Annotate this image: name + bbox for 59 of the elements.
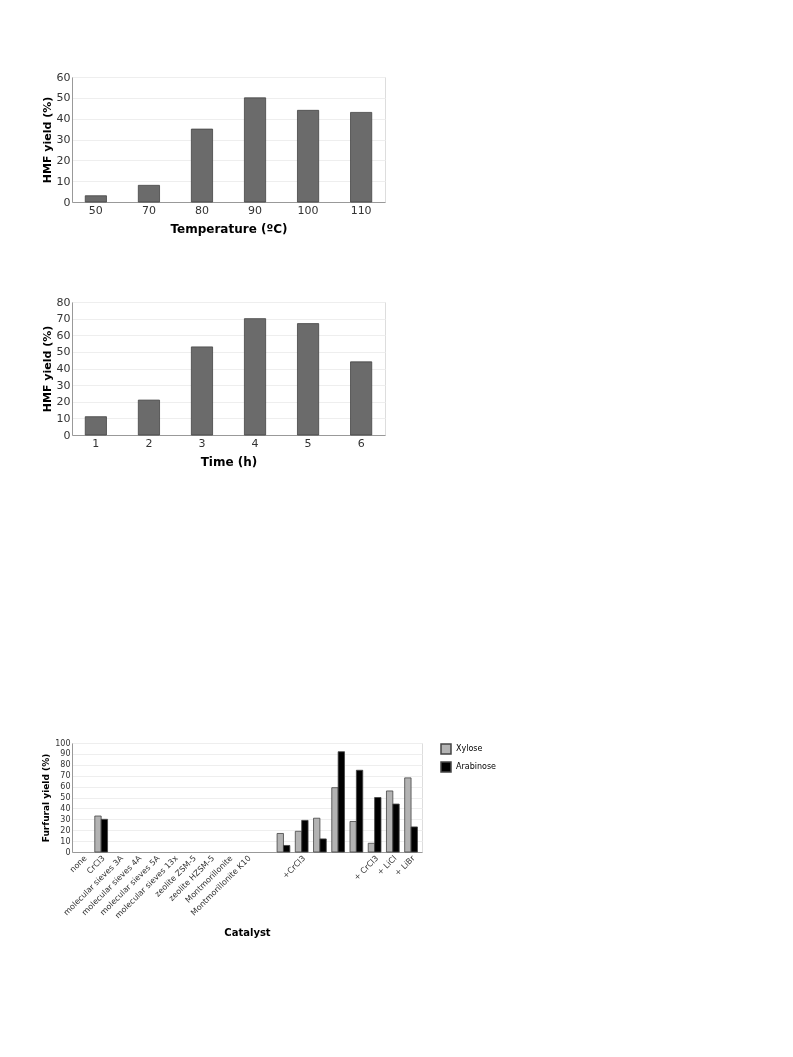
y-tick-label: 10	[56, 174, 71, 188]
y-tick-label: 30	[56, 133, 71, 146]
y-tick-label: 40	[56, 112, 71, 126]
y-tick-label: 10	[60, 836, 71, 846]
bar	[244, 97, 267, 203]
y-tick-label: 90	[60, 749, 71, 759]
y-tick-label: 10	[56, 411, 71, 425]
y-tick-label: 50	[56, 91, 71, 105]
bar	[350, 361, 373, 436]
y-tick-label: 60	[56, 70, 71, 84]
x-axis-title: Temperature (ºC)	[170, 221, 288, 236]
x-tick-label: 100	[297, 203, 319, 217]
y-tick-label: 40	[60, 803, 71, 813]
x-tick-label: 3	[198, 436, 206, 450]
y-tick-label: 60	[56, 328, 71, 342]
x-tick-label: 5	[304, 436, 312, 450]
bar	[297, 323, 320, 436]
y-tick-label: 70	[60, 771, 71, 781]
y-axis-title: HMF yield (%)	[40, 96, 54, 184]
y-axis-title: HMF yield (%)	[40, 325, 54, 413]
bar	[244, 318, 267, 436]
x-tick-label: 80	[194, 203, 209, 217]
legend-label: Xylose	[456, 744, 483, 753]
y-axis-title: Furfural yield (%)	[41, 753, 52, 843]
y-tick-label: 50	[60, 793, 71, 802]
y-tick-label: 40	[56, 362, 71, 375]
bar	[137, 399, 160, 436]
legend-label: Arabinose	[456, 762, 497, 771]
y-tick-label: 50	[56, 345, 71, 359]
y-tick-label: 100	[55, 738, 71, 748]
x-tick-label: 70	[141, 203, 156, 217]
y-tick-label: 30	[56, 378, 71, 392]
x-tick-label: 2	[145, 436, 153, 450]
bar	[350, 112, 373, 203]
bar	[297, 109, 320, 203]
y-tick-label: 30	[60, 814, 71, 824]
y-tick-label: 0	[63, 428, 71, 442]
y-tick-label: 20	[60, 825, 71, 835]
y-tick-label: 60	[60, 782, 71, 792]
y-tick-label: 70	[56, 312, 71, 326]
x-tick-label: 6	[357, 436, 365, 450]
x-tick-label: 50	[88, 203, 103, 217]
x-tick-label: 110	[350, 203, 372, 217]
bar	[190, 346, 213, 436]
x-axis-title: Catalyst	[224, 927, 271, 939]
y-tick-label: 0	[65, 847, 71, 857]
x-tick-label: 4	[251, 436, 259, 450]
bar	[84, 416, 107, 436]
y-tick-label: 80	[60, 760, 71, 770]
y-tick-label: 0	[63, 195, 71, 209]
x-tick-label: 90	[248, 203, 263, 217]
bar	[190, 128, 213, 203]
x-axis-title: Time (h)	[200, 454, 258, 469]
bar	[84, 195, 107, 203]
bar	[137, 184, 160, 203]
y-tick-label: 20	[56, 395, 71, 409]
x-tick-label: 1	[92, 436, 100, 450]
y-tick-label: 20	[56, 153, 71, 167]
y-tick-label: 80	[56, 295, 71, 309]
